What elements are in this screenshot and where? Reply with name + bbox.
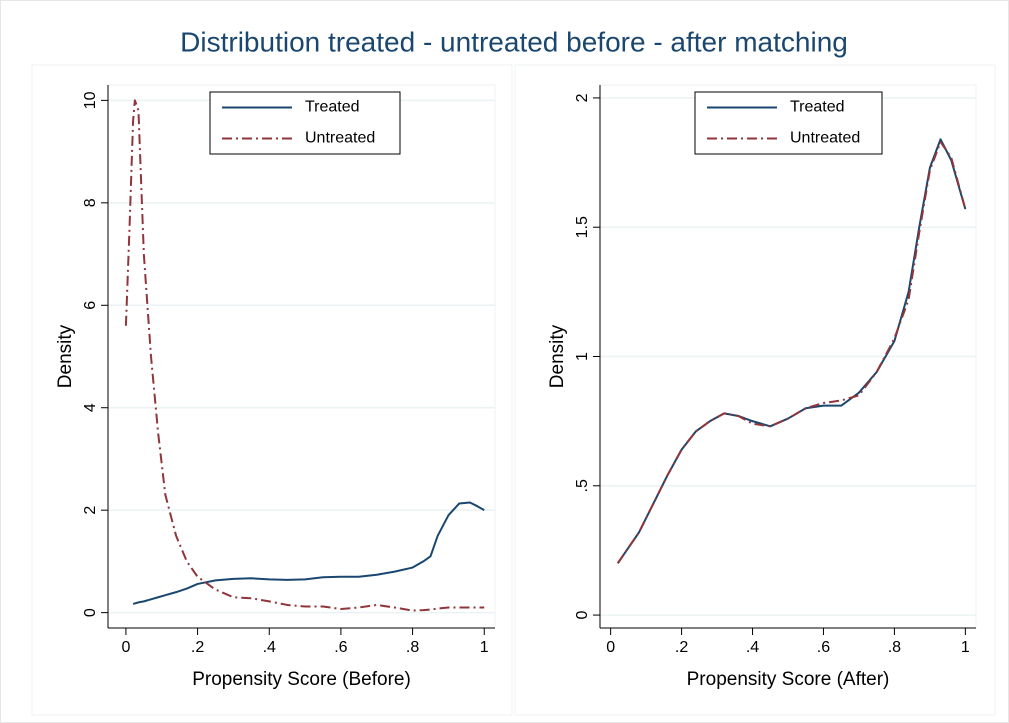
x-tick-label: .8 xyxy=(888,639,901,656)
x-tick-label: 0 xyxy=(121,639,130,656)
legend-label: Untreated xyxy=(305,130,375,147)
x-tick-label: .8 xyxy=(406,639,419,656)
series-line xyxy=(616,140,967,564)
x-tick-label: 0 xyxy=(606,639,615,656)
x-tick-label: .4 xyxy=(746,639,759,656)
x-tick-label: .2 xyxy=(675,639,688,656)
x-tick-label: 1 xyxy=(961,639,970,656)
legend-label: Untreated xyxy=(790,130,860,147)
y-tick-label: 1.5 xyxy=(574,216,591,238)
y-tick-label: 4 xyxy=(82,403,99,412)
x-axis-label: Propensity Score (Before) xyxy=(192,669,411,690)
y-tick-label: 10 xyxy=(82,91,99,109)
x-tick-label: .6 xyxy=(334,639,347,656)
legend-box xyxy=(694,91,883,155)
x-tick-label: .6 xyxy=(817,639,830,656)
series-line xyxy=(132,501,485,605)
legend-box xyxy=(209,91,401,155)
y-tick-label: 0 xyxy=(82,608,99,617)
y-tick-label: 2 xyxy=(574,93,591,102)
y-tick-label: 0 xyxy=(574,611,591,620)
figure-title: Distribution treated - untreated before … xyxy=(180,26,848,57)
legend-label: Treated xyxy=(790,99,845,116)
y-tick-label: .5 xyxy=(574,479,591,492)
y-tick-label: 1 xyxy=(574,352,591,361)
plot-area xyxy=(107,84,496,629)
x-axis-label: Propensity Score (After) xyxy=(687,669,890,690)
x-tick-label: .4 xyxy=(263,639,276,656)
y-tick-label: 2 xyxy=(82,506,99,515)
legend-label: Treated xyxy=(305,99,360,116)
y-tick-label: 6 xyxy=(82,301,99,310)
y-axis-label: Density xyxy=(547,324,568,388)
x-tick-label: 1 xyxy=(480,639,489,656)
x-tick-label: .2 xyxy=(191,639,204,656)
y-tick-label: 8 xyxy=(82,198,99,207)
y-axis-label: Density xyxy=(55,324,76,388)
